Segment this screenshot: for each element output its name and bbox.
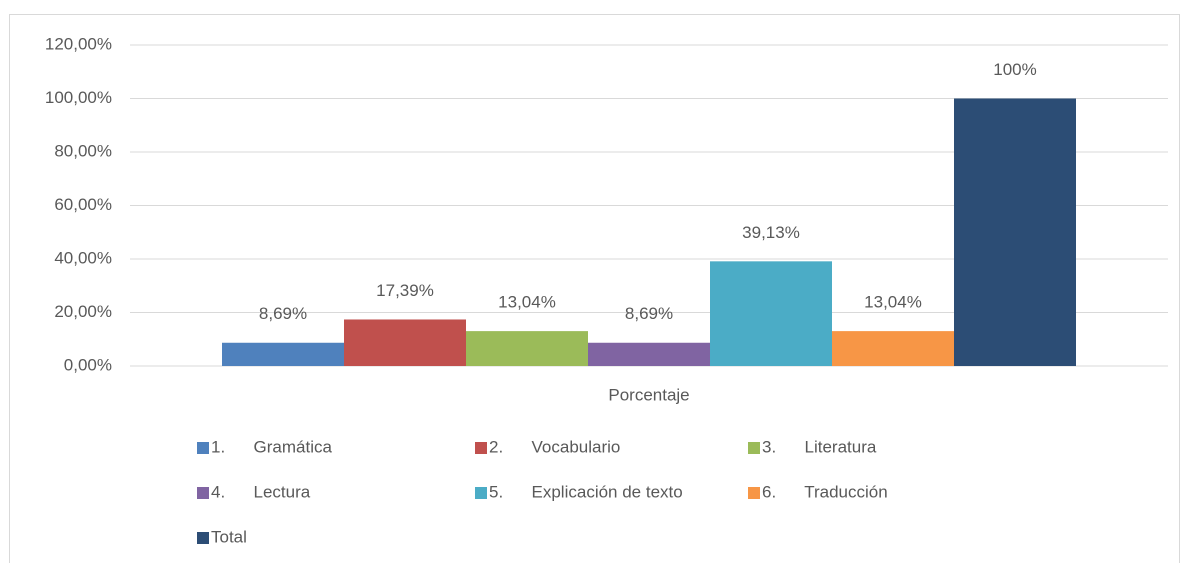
legend-label: Total xyxy=(211,527,247,546)
data-label: 100% xyxy=(993,60,1036,79)
y-tick-label: 40,00% xyxy=(54,248,112,267)
legend-swatch xyxy=(748,487,760,499)
y-tick-label: 120,00% xyxy=(45,34,112,53)
data-label: 8,69% xyxy=(259,304,307,323)
y-tick-label: 60,00% xyxy=(54,195,112,214)
legend-swatch xyxy=(748,442,760,454)
legend-swatch xyxy=(475,487,487,499)
bar xyxy=(344,319,466,366)
data-label: 39,13% xyxy=(742,223,800,242)
legend-label: 2. Vocabulario xyxy=(489,437,620,456)
bar xyxy=(710,261,832,366)
legend-label: 4. Lectura xyxy=(211,482,311,501)
data-label: 17,39% xyxy=(376,281,434,300)
legend-swatch xyxy=(197,532,209,544)
legend-swatch xyxy=(197,442,209,454)
legend-label: 5. Explicación de texto xyxy=(489,482,683,501)
data-label: 8,69% xyxy=(625,304,673,323)
bar xyxy=(466,331,588,366)
y-tick-label: 20,00% xyxy=(54,302,112,321)
data-label: 13,04% xyxy=(864,293,922,312)
y-tick-label: 100,00% xyxy=(45,88,112,107)
y-tick-label: 80,00% xyxy=(54,141,112,160)
data-label: 13,04% xyxy=(498,293,556,312)
bar xyxy=(954,98,1076,366)
legend-label: 3. Literatura xyxy=(762,437,877,456)
legend-swatch xyxy=(475,442,487,454)
chart-border xyxy=(9,14,1180,563)
bar xyxy=(832,331,954,366)
legend-swatch xyxy=(197,487,209,499)
bar xyxy=(222,342,344,366)
x-tick-label: Porcentaje xyxy=(608,385,689,404)
legend-label: 6. Traducción xyxy=(762,482,888,501)
bar xyxy=(588,342,710,366)
legend-label: 1. Gramática xyxy=(211,437,332,456)
y-tick-label: 0,00% xyxy=(64,355,112,374)
